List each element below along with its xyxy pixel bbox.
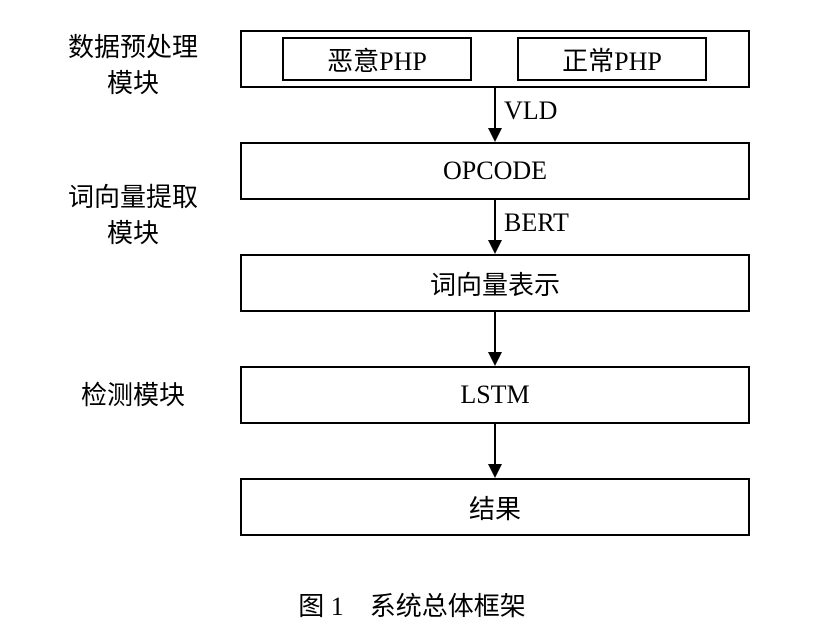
edge-label-bert: BERT [504, 208, 569, 238]
arrow-line [494, 424, 496, 466]
box-text: LSTM [460, 380, 529, 410]
box-lstm: LSTM [240, 366, 750, 424]
box-normal-php: 正常PHP [517, 37, 707, 81]
arrow-line [494, 312, 496, 354]
arrow-head-icon [488, 240, 502, 254]
arrow-head-icon [488, 128, 502, 142]
arrow-line [494, 200, 496, 242]
flowchart-canvas: 数据预处理 模块 词向量提取 模块 检测模块 恶意PHP 正常PHP VLD O… [0, 0, 824, 640]
box-text: 恶意PHP [327, 41, 427, 78]
box-text: 结果 [469, 489, 521, 526]
box-input: 恶意PHP 正常PHP [240, 30, 750, 88]
box-malicious-php: 恶意PHP [282, 37, 472, 81]
side-label-line: 模块 [107, 219, 159, 248]
edge-label-vld: VLD [504, 96, 557, 126]
arrow-line [494, 88, 496, 130]
side-label-line: 词向量提取 [68, 183, 198, 212]
side-label-line: 检测模块 [81, 381, 185, 410]
box-opcode: OPCODE [240, 142, 750, 200]
arrow-head-icon [488, 352, 502, 366]
figure-caption: 图 1 系统总体框架 [0, 586, 824, 623]
arrow-head-icon [488, 464, 502, 478]
box-result: 结果 [240, 478, 750, 536]
side-label-embedding: 词向量提取 模块 [38, 180, 228, 253]
side-label-line: 数据预处理 [68, 33, 198, 62]
box-word-vector: 词向量表示 [240, 254, 750, 312]
box-text: 词向量表示 [430, 265, 560, 302]
side-label-detect: 检测模块 [38, 378, 228, 414]
box-text: OPCODE [443, 156, 547, 186]
side-label-preprocess: 数据预处理 模块 [38, 30, 228, 103]
side-label-line: 模块 [107, 69, 159, 98]
box-text: 正常PHP [562, 41, 662, 78]
